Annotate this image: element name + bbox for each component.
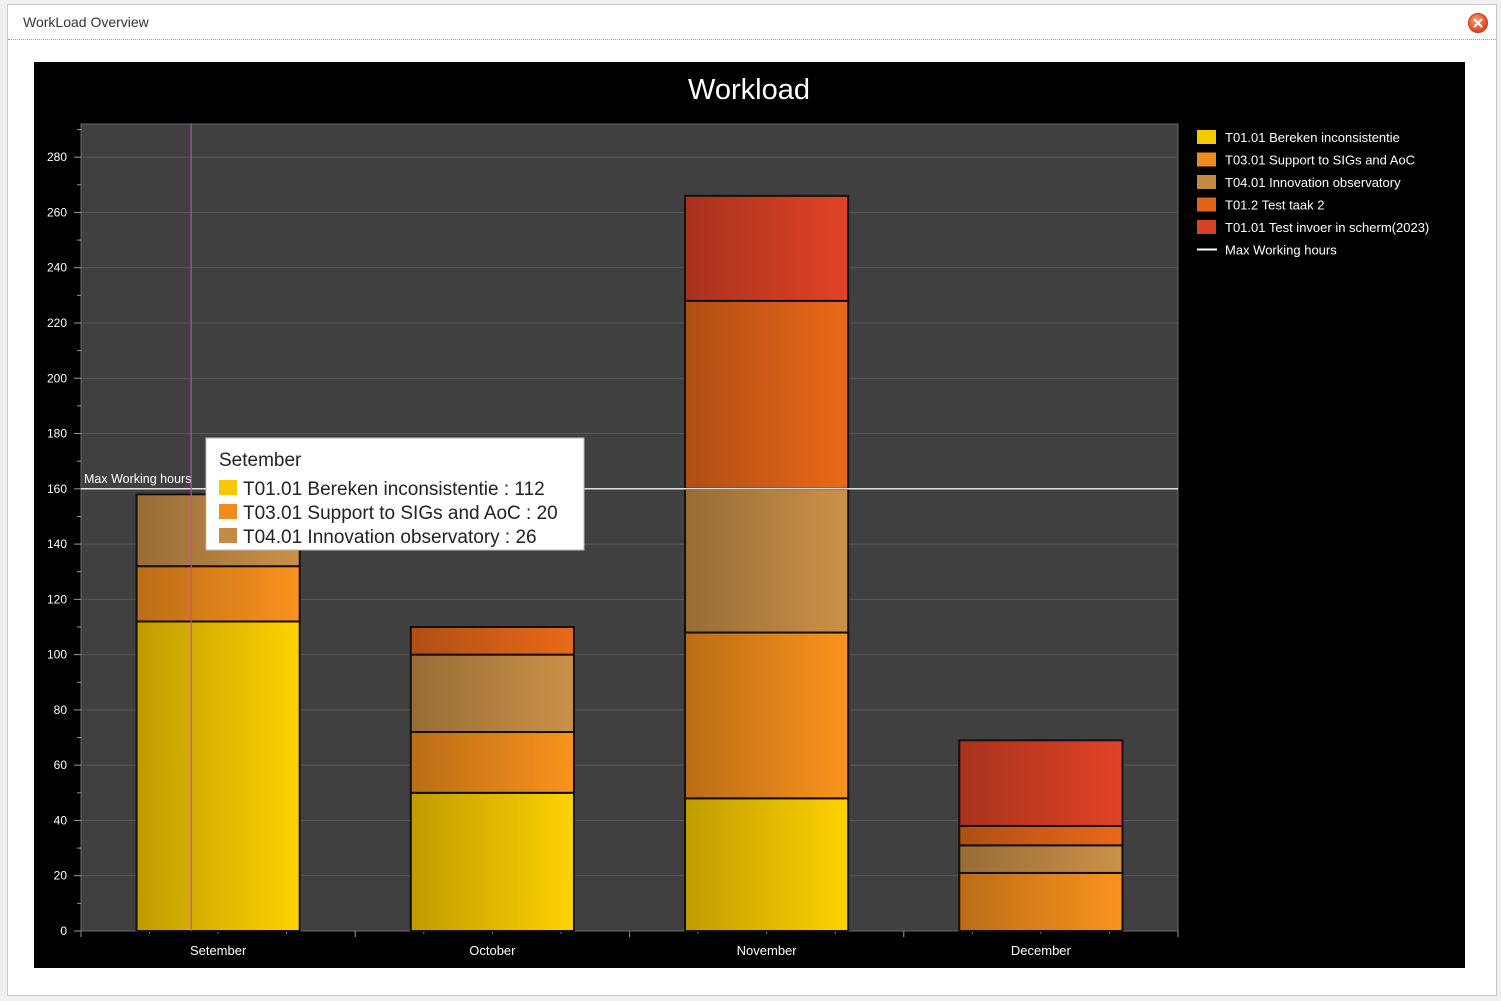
y-tick-label: 40 [54, 813, 68, 827]
tooltip-swatch [219, 504, 237, 519]
y-tick-label: 80 [54, 703, 68, 717]
bar-segment[interactable] [958, 824, 1124, 847]
bar-segment[interactable] [684, 631, 850, 800]
max-working-hours-label: Max Working hours [84, 472, 191, 486]
y-tick-label: 240 [47, 261, 67, 275]
y-tick-label: 280 [47, 150, 67, 164]
legend: T01.01 Bereken inconsistentie T03.01 Supp… [1197, 130, 1429, 258]
tooltip-item-label: T04.01 Innovation observatory : 26 [243, 527, 537, 548]
y-tick-label: 180 [47, 427, 67, 441]
x-tick-label: November [737, 943, 798, 958]
legend-swatch [1197, 152, 1216, 167]
chart-title: Workload [688, 74, 810, 106]
y-tick-label: 0 [60, 924, 67, 938]
bar-segment[interactable] [409, 653, 575, 734]
bar-segment[interactable] [958, 739, 1124, 827]
legend-swatch [1197, 220, 1216, 234]
y-tick-label: 200 [47, 371, 67, 385]
close-icon[interactable] [1468, 13, 1488, 33]
y-tick-label: 260 [47, 205, 67, 219]
window-title: WorkLoad Overview [23, 14, 149, 30]
plot-area: 0 20 40 60 80 100 120 140 160 180 200 220 240 260 280 S… [47, 123, 1179, 958]
y-tick-label: 160 [47, 482, 67, 496]
y-tick-label: 100 [47, 648, 67, 662]
x-tick-label: October [469, 943, 516, 958]
bar-segment[interactable] [135, 565, 301, 623]
workload-overview-window: WorkLoad Overview Workload 0 20 40 60 80 100 1… [7, 4, 1497, 996]
bar-segment[interactable] [684, 797, 850, 932]
legend-label: T04.01 Innovation observatory [1225, 175, 1401, 190]
legend-label: T03.01 Support to SIGs and AoC [1225, 153, 1415, 168]
y-tick-label: 120 [47, 592, 67, 606]
tooltip-item-label: T03.01 Support to SIGs and AoC : 20 [243, 503, 558, 524]
tooltip-swatch [219, 528, 237, 543]
bar-segment[interactable] [135, 620, 301, 932]
y-tick-label: 220 [47, 316, 67, 330]
workload-chart[interactable]: Workload 0 20 40 60 80 100 120 140 160 180 200 220 2… [34, 62, 1465, 968]
legend-label: T01.2 Test taak 2 [1225, 198, 1325, 213]
bar-segment[interactable] [684, 299, 850, 490]
legend-label: T01.01 Test invoer in scherm(2023) [1225, 220, 1429, 235]
bar-segment[interactable] [958, 871, 1124, 933]
legend-label: T01.01 Bereken inconsistentie [1225, 130, 1400, 145]
y-tick-label: 140 [47, 537, 67, 551]
x-tick-label: Setember [190, 943, 247, 958]
tooltip: Setember T01.01 Bereken inconsistentie : … [205, 437, 585, 551]
bar-segment[interactable] [684, 194, 850, 302]
tooltip-title: Setember [219, 450, 302, 471]
y-tick-label: 60 [54, 758, 68, 772]
tooltip-swatch [219, 480, 237, 495]
bar-segment[interactable] [958, 844, 1124, 874]
y-tick-label: 20 [54, 869, 68, 883]
legend-swatch [1197, 130, 1216, 144]
bar-segment[interactable] [684, 487, 850, 634]
legend-label: Max Working hours [1225, 243, 1337, 258]
x-tick-label: December [1011, 943, 1072, 958]
bar-segment[interactable] [409, 625, 575, 656]
tooltip-item-label: T01.01 Bereken inconsistentie : 112 [243, 479, 545, 500]
bar-segment[interactable] [409, 791, 575, 932]
chart-svg: Workload 0 20 40 60 80 100 120 140 160 180 200 220 2… [47, 74, 1429, 958]
tooltip-box [205, 437, 585, 551]
bar-segment[interactable] [409, 731, 575, 794]
legend-swatch [1197, 197, 1216, 212]
legend-swatch [1197, 175, 1216, 189]
window-titlebar: WorkLoad Overview [8, 5, 1496, 40]
